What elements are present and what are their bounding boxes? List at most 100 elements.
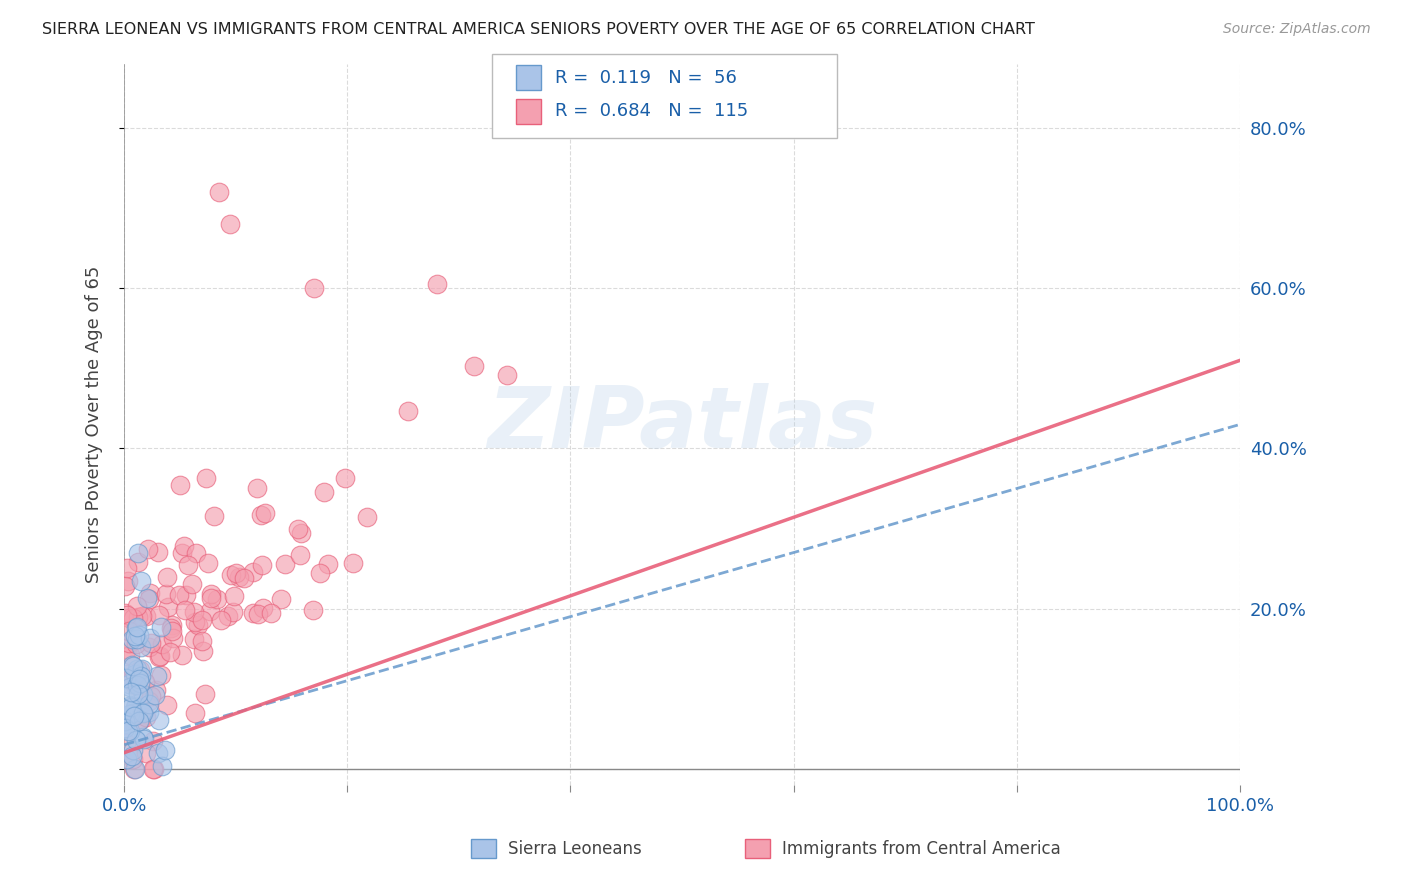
Point — [118, 648, 141, 663]
Text: Source: ZipAtlas.com: Source: ZipAtlas.com — [1223, 22, 1371, 37]
Point — [176, 588, 198, 602]
Point — [114, 606, 136, 620]
Point — [287, 522, 309, 536]
Point — [131, 609, 153, 624]
Point — [250, 558, 273, 572]
Point — [246, 607, 269, 621]
Point — [132, 706, 155, 721]
Point — [127, 555, 149, 569]
Point — [118, 677, 141, 691]
Point — [242, 606, 264, 620]
Point — [125, 621, 148, 635]
Point — [197, 556, 219, 570]
Point — [129, 640, 152, 655]
Point — [312, 484, 335, 499]
Point — [132, 687, 155, 701]
Point — [183, 632, 205, 647]
Point — [129, 669, 152, 683]
Point — [136, 542, 159, 557]
Point — [160, 618, 183, 632]
Point — [396, 403, 419, 417]
Point — [125, 620, 148, 634]
Point — [207, 592, 229, 607]
Point — [127, 662, 149, 676]
Point — [148, 608, 170, 623]
Point — [132, 731, 155, 746]
Point — [200, 587, 222, 601]
Point — [125, 599, 148, 614]
Point — [124, 678, 146, 692]
Point — [124, 699, 146, 714]
Point — [125, 733, 148, 747]
Point — [138, 591, 160, 606]
Point — [155, 587, 177, 601]
Point — [138, 632, 160, 646]
Point — [118, 624, 141, 639]
Point — [160, 621, 183, 635]
Point — [125, 638, 148, 652]
Point — [194, 687, 217, 701]
Point — [496, 368, 519, 383]
Point — [233, 571, 256, 585]
Point — [114, 714, 136, 728]
Point — [172, 546, 194, 560]
Point — [121, 657, 143, 672]
Point — [139, 586, 162, 600]
Point — [152, 759, 174, 773]
Point — [120, 700, 142, 714]
Point — [138, 697, 160, 711]
Point — [150, 668, 173, 682]
Point — [115, 642, 138, 657]
Point — [135, 608, 157, 623]
Point — [114, 579, 136, 593]
Point — [356, 510, 378, 524]
Point — [115, 752, 138, 766]
Point — [148, 650, 170, 665]
Text: Sierra Leoneans: Sierra Leoneans — [508, 840, 641, 858]
Point — [145, 682, 167, 697]
Point — [118, 611, 141, 625]
Point — [254, 506, 277, 520]
Point — [250, 508, 273, 522]
Point — [138, 640, 160, 654]
Point — [115, 561, 138, 575]
Point — [115, 671, 138, 685]
Point — [138, 705, 160, 719]
Point — [209, 613, 232, 627]
Point — [127, 610, 149, 624]
Point — [135, 709, 157, 723]
Point — [121, 709, 143, 723]
Point — [309, 566, 332, 581]
Point — [159, 645, 181, 659]
Point — [128, 628, 150, 642]
Point — [127, 687, 149, 701]
Point — [121, 632, 143, 646]
Point — [246, 481, 269, 495]
Point — [128, 673, 150, 687]
Text: SIERRA LEONEAN VS IMMIGRANTS FROM CENTRAL AMERICA SENIORS POVERTY OVER THE AGE O: SIERRA LEONEAN VS IMMIGRANTS FROM CENTRA… — [42, 22, 1035, 37]
Point — [124, 629, 146, 643]
Point — [173, 539, 195, 553]
Point — [228, 570, 250, 584]
Point — [128, 663, 150, 677]
Text: R =  0.119   N =  56: R = 0.119 N = 56 — [555, 69, 737, 87]
Point — [290, 548, 312, 562]
Point — [187, 617, 209, 632]
Point — [146, 747, 169, 761]
Point — [118, 635, 141, 649]
Point — [160, 624, 183, 638]
Point — [218, 608, 240, 623]
Point — [170, 648, 193, 663]
Point — [208, 185, 231, 199]
Point — [122, 742, 145, 756]
Point — [125, 667, 148, 681]
Point — [342, 556, 364, 570]
Point — [131, 705, 153, 719]
Point — [190, 613, 212, 627]
Point — [120, 684, 142, 698]
Point — [156, 600, 179, 615]
Point — [143, 689, 166, 703]
Point — [138, 693, 160, 707]
Point — [274, 558, 297, 572]
Point — [463, 359, 485, 374]
